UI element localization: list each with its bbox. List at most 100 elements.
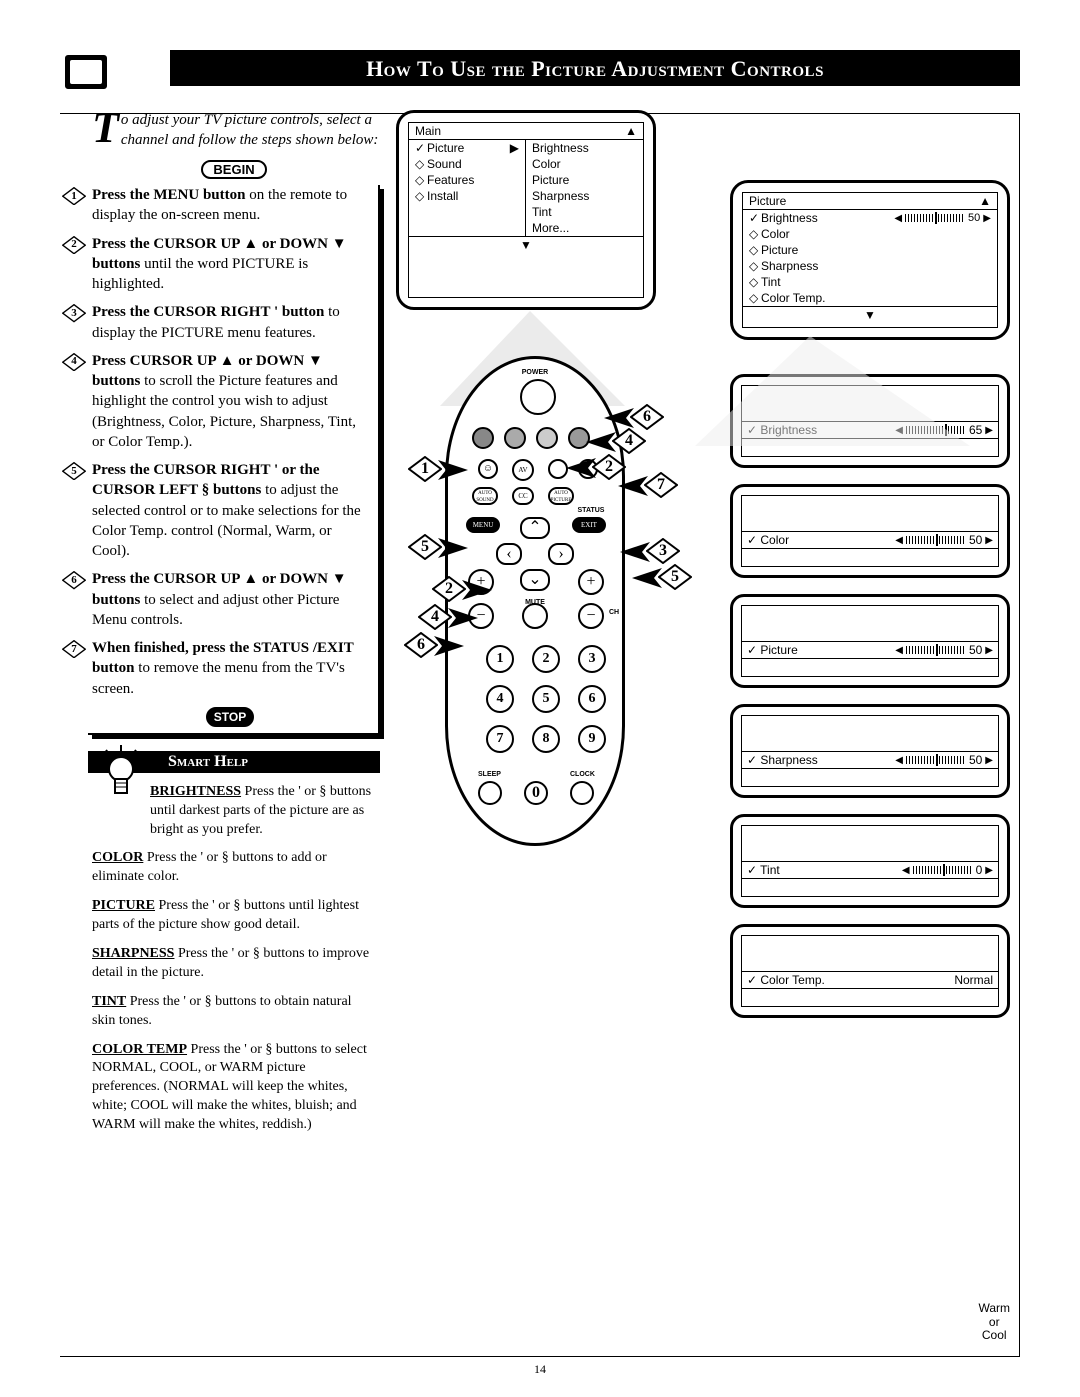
digit-9-button[interactable]: 9: [578, 725, 606, 753]
page-number: 14: [0, 1362, 1080, 1377]
callout-5: 5: [658, 564, 692, 590]
callout-4: 4: [612, 428, 646, 454]
picture-osd-color: ◇Color: [743, 226, 997, 242]
callout-3: 3: [646, 538, 680, 564]
power-button[interactable]: [520, 379, 556, 415]
preview-picture: ✓ Picture◀ 50 ▶: [730, 594, 1010, 688]
clock-label: CLOCK: [570, 771, 595, 778]
smart-help-section: Smart Help BRIGHTNESS Press the ' or § b…: [88, 751, 380, 1135]
digit-6-button[interactable]: 6: [578, 685, 606, 713]
picture-osd-colortemp: ◇Color Temp.: [743, 290, 997, 306]
sleep-button[interactable]: [478, 781, 502, 805]
picture-osd-tint: ◇Tint: [743, 274, 997, 290]
callout-6: 6: [404, 632, 438, 658]
pointing-hand-icon: [632, 568, 662, 588]
menu-button[interactable]: MENU: [466, 517, 500, 533]
preview-tint: ✓ Tint◀ 0 ▶: [730, 814, 1010, 908]
digit-3-button[interactable]: 3: [578, 645, 606, 673]
stop-badge: STOP: [206, 707, 254, 727]
ch-label: CH: [604, 609, 624, 616]
pointing-hand-icon: [438, 538, 468, 558]
clock-button[interactable]: [570, 781, 594, 805]
exit-button[interactable]: EXIT: [572, 517, 606, 533]
auto-picture-button[interactable]: AUTO PICTURE: [548, 487, 574, 505]
osd-item-sound: ◇Sound: [409, 156, 525, 172]
auto-sound-button[interactable]: AUTO SOUND: [472, 487, 498, 505]
callout-2: 2: [432, 576, 466, 602]
intro-text: T o adjust your TV picture controls, sel…: [88, 111, 380, 150]
osd-sub-color: Color: [526, 156, 643, 172]
pointing-hand-icon: [462, 580, 492, 600]
help-tint: TINT Press the ' or § buttons to obtain …: [92, 993, 376, 1031]
osd-item-picture: ✓Picture▶: [409, 140, 525, 156]
picture-osd-brightness: ✓Brightness◀ 50 ▶: [743, 210, 997, 226]
callout-4: 4: [418, 604, 452, 630]
digit-5-button[interactable]: 5: [532, 685, 560, 713]
green-button[interactable]: [504, 427, 526, 449]
help-color-temp: COLOR TEMP Press the ' or § buttons to s…: [92, 1041, 376, 1135]
osd-sub-brightness: Brightness: [526, 140, 643, 156]
ch-down-button[interactable]: −: [578, 603, 604, 629]
preview-sharpness: ✓ Sharpness◀ 50 ▶: [730, 704, 1010, 798]
color-temp-options: Warm or Cool: [978, 1302, 1010, 1342]
preview-color: ✓ Color◀ 50 ▶: [730, 484, 1010, 578]
step-7: 7When finished, press the STATUS /EXIT b…: [88, 638, 372, 699]
pointing-hand-icon: [434, 636, 464, 656]
smart-help-body: BRIGHTNESS Press the ' or § buttons unti…: [88, 773, 380, 1135]
osd-sub-more: More...: [526, 220, 643, 236]
pointing-hand-icon: [618, 476, 648, 496]
dropcap: T: [92, 111, 121, 145]
yellow-button[interactable]: [536, 427, 558, 449]
page-title: How To Use the Picture Adjustment Contro…: [170, 50, 1020, 86]
remote-control: POWER ☺ AV AUTO SOUND CC AUTO PICTURE ST…: [445, 356, 625, 846]
adjustment-previews: ✓ Brightness◀ 65 ▶ ✓ Color◀ 50 ▶ ✓ Picture…: [730, 374, 1010, 1034]
pointing-hand-icon: [620, 542, 650, 562]
step-6: 6Press the CURSOR UP ▲ or DOWN ▼ buttons…: [88, 569, 372, 630]
step-2: 2Press the CURSOR UP ▲ or DOWN ▼ buttons…: [88, 234, 372, 295]
step-3: 3Press the CURSOR RIGHT ' button to disp…: [88, 302, 372, 343]
callout-6: 6: [630, 404, 664, 430]
help-sharpness: SHARPNESS Press the ' or § buttons to im…: [92, 945, 376, 983]
status-label: STATUS: [576, 507, 606, 514]
step-4: 4Press CURSOR UP ▲ or DOWN ▼ buttons to …: [88, 351, 372, 452]
intro-body: o adjust your TV picture controls, selec…: [121, 112, 378, 148]
step-5: 5Press the CURSOR RIGHT ' or the CURSOR …: [88, 460, 372, 561]
digit-2-button[interactable]: 2: [532, 645, 560, 673]
steps-box: 1Press the MENU button on the remote to …: [88, 185, 380, 735]
begin-badge: BEGIN: [201, 160, 266, 179]
ch-up-button[interactable]: +: [578, 569, 604, 595]
digit-1-button[interactable]: 1: [486, 645, 514, 673]
digit-0-button[interactable]: 0: [524, 781, 548, 805]
help-picture: PICTURE Press the ' or § buttons until l…: [92, 897, 376, 935]
pointing-hand-icon: [566, 458, 596, 478]
red-button[interactable]: [472, 427, 494, 449]
step-1: 1Press the MENU button on the remote to …: [88, 185, 372, 226]
smile-button[interactable]: ☺: [478, 459, 498, 479]
diagram-column: Main▲ ✓Picture▶◇Sound◇Features◇Install B…: [390, 86, 1020, 1358]
mute-button[interactable]: [522, 603, 548, 629]
digit-4-button[interactable]: 4: [486, 685, 514, 713]
cc-button[interactable]: CC: [512, 487, 534, 505]
pointing-hand-icon: [438, 460, 468, 480]
preview-colortemp: ✓ Color Temp.Normal: [730, 924, 1010, 1018]
picture-osd-sharpness: ◇Sharpness: [743, 258, 997, 274]
osd-sub-tint: Tint: [526, 204, 643, 220]
sleep-label: SLEEP: [478, 771, 501, 778]
cursor-up-alt[interactable]: [548, 459, 568, 479]
picture-osd-picture: ◇Picture: [743, 242, 997, 258]
cursor-down-button[interactable]: ⌄: [520, 569, 550, 591]
digit-8-button[interactable]: 8: [532, 725, 560, 753]
cursor-left-button[interactable]: ‹: [496, 543, 522, 565]
cursor-up-button[interactable]: ⌃: [520, 517, 550, 539]
osd-main-header: Main: [415, 124, 441, 138]
cursor-right-button[interactable]: ›: [548, 543, 574, 565]
callout-5: 5: [408, 534, 442, 560]
digit-7-button[interactable]: 7: [486, 725, 514, 753]
preview-brightness: ✓ Brightness◀ 65 ▶: [730, 374, 1010, 468]
callout-7: 7: [644, 472, 678, 498]
osd-item-install: ◇Install: [409, 188, 525, 204]
pointing-hand-icon: [448, 608, 478, 628]
osd-sub-picture: Picture: [526, 172, 643, 188]
manual-page: How To Use the Picture Adjustment Contro…: [0, 0, 1080, 1397]
av-button[interactable]: AV: [512, 459, 534, 481]
